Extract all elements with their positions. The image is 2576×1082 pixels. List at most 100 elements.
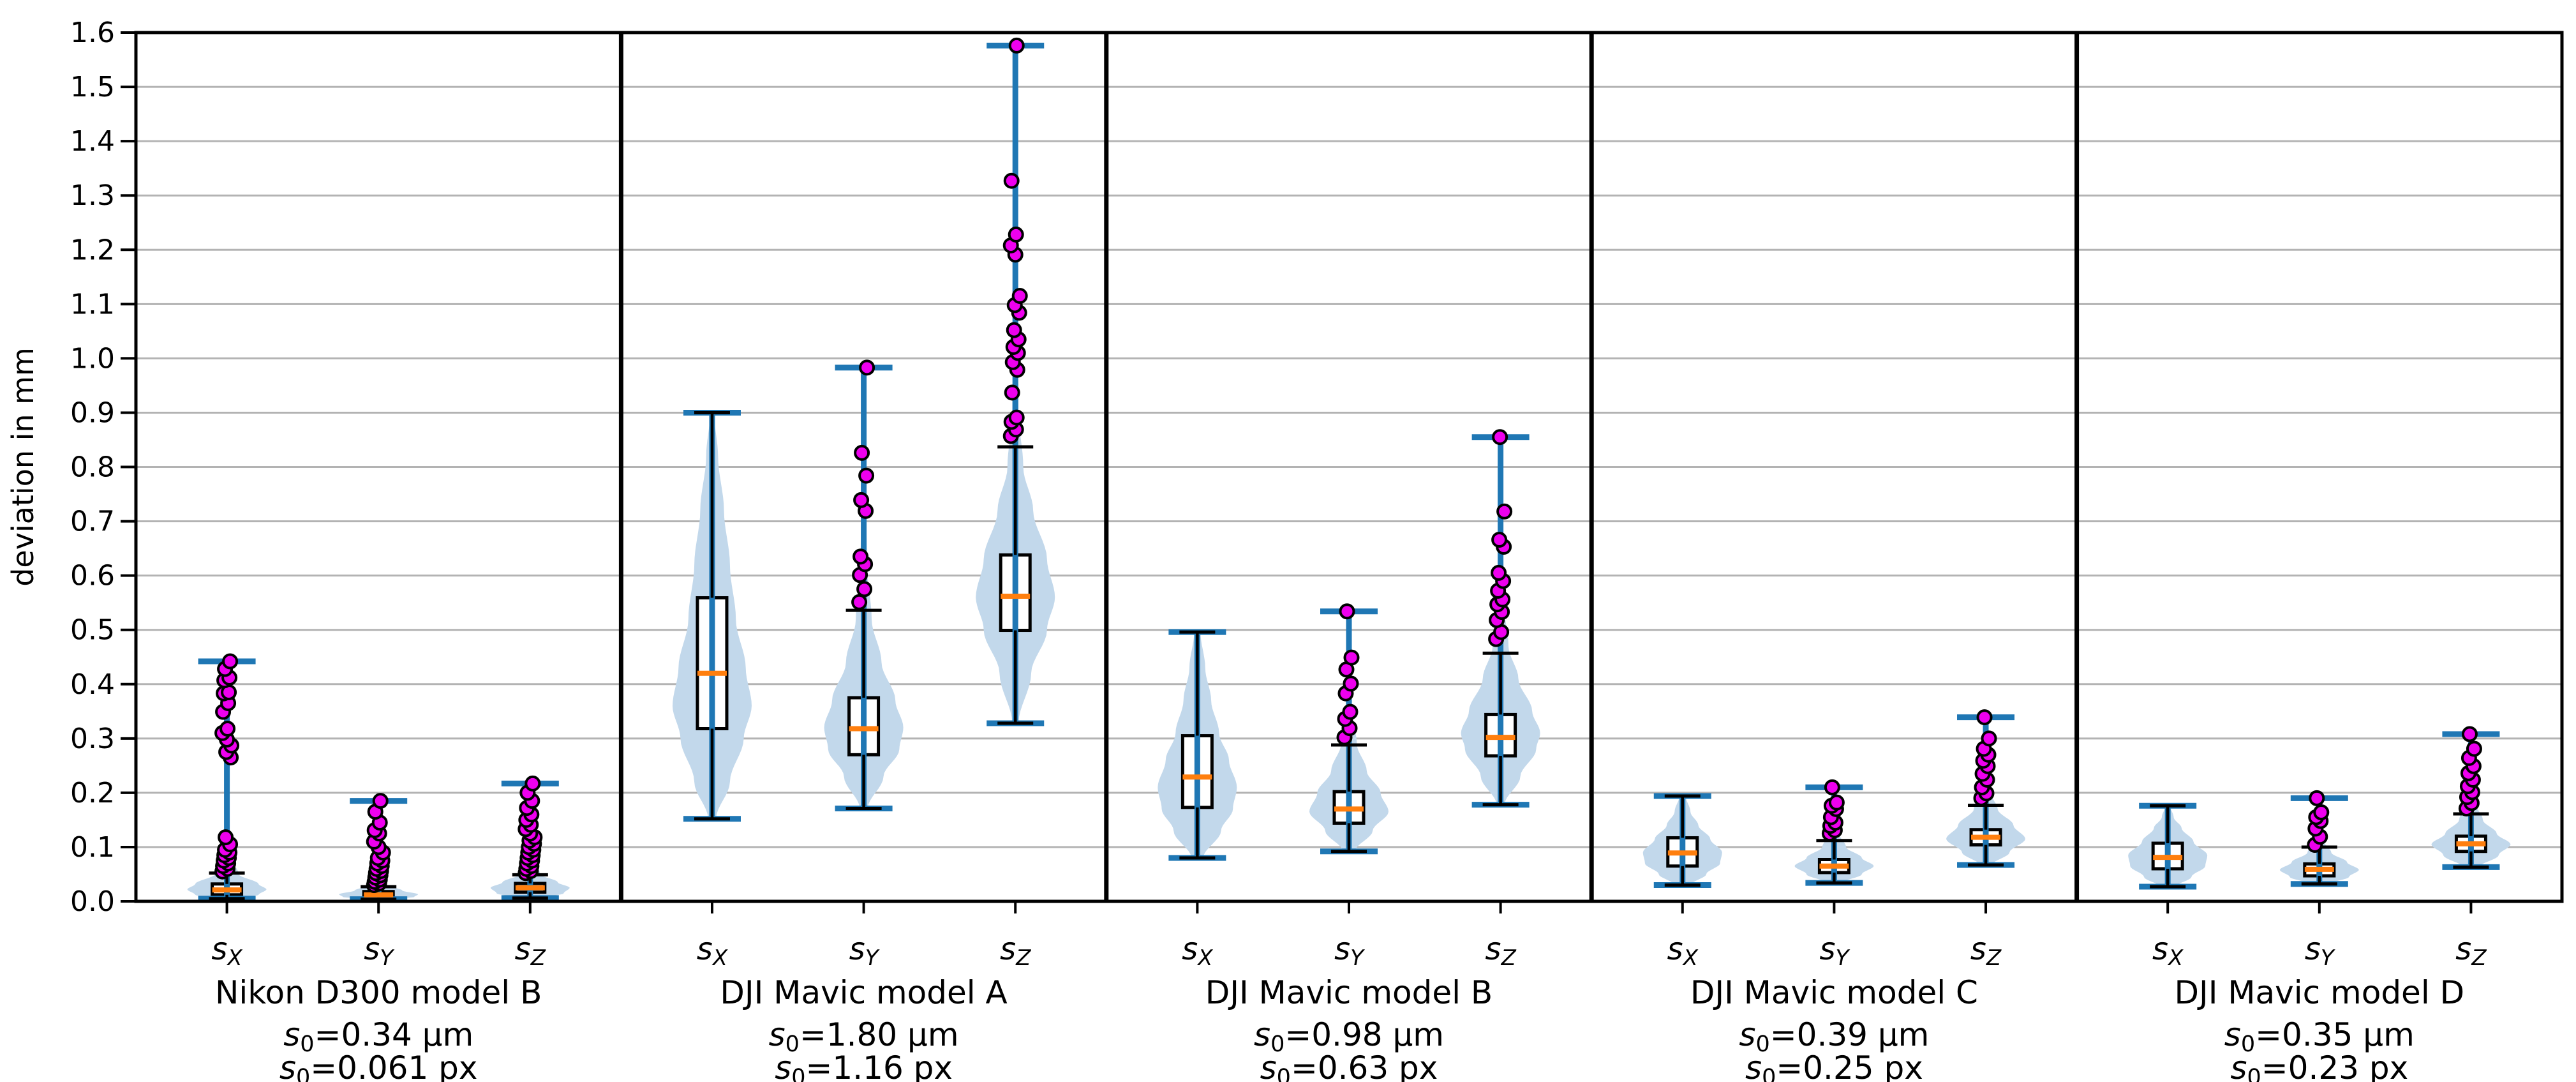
violin-box-group bbox=[2279, 790, 2359, 887]
outlier-point bbox=[372, 793, 389, 809]
panel-title: Nikon D300 model B bbox=[215, 974, 542, 1011]
math-symbol: s bbox=[1970, 931, 1986, 967]
math-symbol: s bbox=[515, 931, 531, 967]
outlier-point bbox=[1496, 503, 1513, 520]
math-subscript: Y bbox=[1836, 945, 1850, 971]
y-tick-label: 1.6 bbox=[70, 17, 115, 49]
math-subscript: X bbox=[1682, 945, 1699, 971]
y-axis: 0.0 0.1 0.2 0.3 0.4 0.5 0.6 0.7 0.8 0.9 1.0 1.1 1.2 1… bbox=[70, 17, 136, 918]
math-subscript: 0 bbox=[2241, 1032, 2255, 1057]
math-subscript: Z bbox=[530, 945, 546, 971]
math-subscript: 0 bbox=[1762, 1065, 1776, 1082]
category-label: sY bbox=[364, 931, 394, 971]
y-tick-label: 0.9 bbox=[70, 396, 115, 429]
category-label: sX bbox=[211, 931, 242, 971]
y-tick-label: 0.1 bbox=[70, 831, 115, 864]
math-symbol: s bbox=[1745, 1049, 1762, 1082]
y-tick-label: 1.1 bbox=[70, 288, 115, 320]
violin-box-group bbox=[1946, 709, 2025, 868]
panel-sigma-px: s0=0.23 px bbox=[2230, 1049, 2408, 1082]
category-label: sY bbox=[1334, 931, 1365, 971]
panel-title: DJI Mavic model C bbox=[1690, 974, 1978, 1011]
violin-box-group bbox=[824, 359, 904, 812]
violin-box-group bbox=[490, 775, 570, 901]
outlier-point bbox=[852, 548, 869, 565]
math-symbol: s bbox=[2305, 931, 2321, 967]
math-symbol: s bbox=[1334, 931, 1350, 967]
category-label: sZ bbox=[515, 931, 546, 971]
panel-title: DJI Mavic model A bbox=[720, 974, 1007, 1011]
math-symbol: s bbox=[2230, 1049, 2247, 1082]
y-tick-label: 0.4 bbox=[70, 668, 115, 701]
math-subscript: 0 bbox=[2247, 1065, 2261, 1082]
math-subscript: X bbox=[226, 945, 242, 971]
math-subscript: 0 bbox=[791, 1065, 805, 1082]
y-tick-label: 0.7 bbox=[70, 506, 115, 538]
math-symbol: s bbox=[364, 931, 380, 967]
math-symbol: s bbox=[211, 931, 227, 967]
y-tick-label: 1.4 bbox=[70, 125, 115, 158]
math-rest: =0.25 px bbox=[1776, 1049, 1923, 1082]
math-symbol: s bbox=[775, 1049, 791, 1082]
math-subscript: Y bbox=[2321, 945, 2335, 971]
math-rest: =0.35 µm bbox=[2255, 1016, 2415, 1053]
y-axis-label: deviation in mm bbox=[6, 347, 40, 587]
category-label: sX bbox=[2152, 931, 2184, 971]
violin-box-group bbox=[673, 409, 752, 822]
panel-sigma-um: s0=0.39 µm bbox=[1739, 1016, 1929, 1057]
math-subscript: Y bbox=[380, 945, 394, 971]
outlier-point bbox=[2313, 804, 2330, 820]
math-symbol: s bbox=[697, 931, 713, 967]
math-rest: =1.16 px bbox=[806, 1049, 953, 1082]
outlier-point bbox=[220, 721, 236, 737]
math-rest: =0.98 µm bbox=[1284, 1016, 1444, 1053]
outlier-point bbox=[1976, 709, 1993, 726]
math-subscript: Z bbox=[1015, 945, 1031, 971]
category-label: sY bbox=[849, 931, 880, 971]
violin-box-group bbox=[1158, 629, 1237, 861]
outlier-point bbox=[525, 775, 541, 792]
outlier-point bbox=[1343, 675, 1359, 692]
y-tick-label: 0.8 bbox=[70, 451, 115, 484]
panel-sigma-px: s0=1.16 px bbox=[775, 1049, 953, 1082]
math-rest: =0.34 µm bbox=[315, 1016, 474, 1053]
outlier-point bbox=[1343, 649, 1360, 666]
violin-box-group bbox=[339, 793, 419, 903]
outlier-point bbox=[1828, 794, 1845, 811]
math-subscript: 0 bbox=[1755, 1032, 1769, 1057]
math-subscript: Y bbox=[865, 945, 880, 971]
math-symbol: s bbox=[1182, 931, 1198, 967]
outlier-point bbox=[1006, 322, 1022, 338]
math-subscript: X bbox=[711, 945, 728, 971]
category-label: sZ bbox=[2455, 931, 2487, 971]
outlier-point bbox=[1342, 703, 1359, 720]
math-subscript: X bbox=[1196, 945, 1213, 971]
math-symbol: s bbox=[283, 1016, 300, 1053]
outlier-point bbox=[853, 492, 870, 508]
math-symbol: s bbox=[1000, 931, 1016, 967]
outlier-point bbox=[1981, 730, 1997, 747]
math-subscript: 0 bbox=[1270, 1032, 1284, 1057]
y-tick-label: 0.3 bbox=[70, 723, 115, 755]
panel-sigma-um: s0=1.80 µm bbox=[769, 1016, 959, 1057]
math-symbol: s bbox=[1820, 931, 1836, 967]
violin-box-group bbox=[2128, 802, 2208, 890]
math-subscript: Z bbox=[1500, 945, 1516, 971]
outlier-point bbox=[218, 829, 234, 846]
outlier-point bbox=[1008, 409, 1025, 426]
outlier-point bbox=[1011, 288, 1028, 304]
y-tick-label: 0.5 bbox=[70, 614, 115, 647]
outlier-point bbox=[1339, 603, 1355, 620]
panel-sigma-px: s0=0.061 px bbox=[279, 1049, 478, 1082]
violin-box-group bbox=[1642, 793, 1722, 888]
math-rest: =0.63 px bbox=[1291, 1049, 1438, 1082]
math-rest: =0.061 px bbox=[310, 1049, 477, 1082]
category-label: sX bbox=[697, 931, 728, 971]
math-subscript: Z bbox=[1986, 945, 2002, 971]
category-label: sX bbox=[1667, 931, 1699, 971]
category-label: sX bbox=[1182, 931, 1213, 971]
math-rest: =1.80 µm bbox=[800, 1016, 959, 1053]
